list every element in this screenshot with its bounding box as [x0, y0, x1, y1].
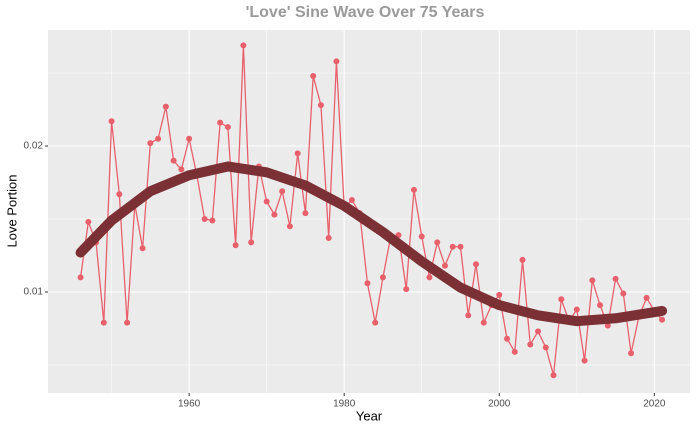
point	[178, 166, 185, 173]
point	[286, 223, 293, 230]
x-tick-label: 1960	[178, 399, 201, 410]
point	[511, 348, 518, 355]
point	[325, 234, 332, 241]
point	[77, 274, 84, 281]
y-tick-label: 0.01	[24, 287, 44, 298]
point	[364, 280, 371, 287]
x-axis-title: Year	[356, 408, 383, 423]
point	[100, 319, 107, 326]
point	[116, 191, 123, 198]
point	[473, 261, 479, 268]
point	[480, 319, 487, 326]
point	[294, 150, 301, 157]
point	[573, 306, 580, 313]
point	[248, 239, 255, 246]
point	[139, 245, 146, 252]
point	[85, 218, 92, 225]
point	[589, 277, 596, 284]
point	[410, 186, 417, 193]
smooth-line	[75, 161, 668, 327]
point	[170, 157, 177, 164]
point	[441, 262, 448, 269]
point	[418, 233, 425, 240]
point	[581, 357, 588, 364]
point	[108, 118, 115, 125]
point	[201, 216, 208, 223]
point	[217, 119, 224, 126]
point	[535, 328, 542, 335]
point	[317, 102, 324, 109]
point	[643, 294, 650, 301]
point	[209, 217, 216, 224]
point	[232, 242, 239, 249]
point	[379, 274, 386, 281]
point	[162, 103, 169, 110]
point	[457, 243, 464, 250]
point	[628, 350, 635, 357]
point	[659, 316, 666, 323]
point	[434, 239, 441, 246]
point	[465, 312, 472, 319]
point	[597, 302, 604, 309]
point	[403, 286, 410, 293]
x-tick-label: 2000	[488, 399, 511, 410]
point	[271, 211, 278, 218]
point	[542, 344, 549, 351]
panel	[48, 30, 690, 393]
data-line	[79, 44, 663, 376]
y-tick-label: 0.02	[24, 141, 44, 152]
point	[504, 335, 511, 342]
point	[496, 291, 503, 298]
point	[519, 256, 526, 263]
y-axis-title: Love Portion	[4, 175, 19, 248]
point	[186, 135, 193, 142]
point	[279, 188, 286, 195]
x-tick-label: 1980	[333, 399, 356, 410]
point	[124, 319, 131, 326]
point	[155, 135, 162, 142]
point	[348, 197, 355, 204]
point	[558, 296, 565, 303]
point	[310, 72, 317, 79]
point	[333, 58, 340, 65]
x-tick-label: 2020	[643, 399, 666, 410]
point	[263, 198, 270, 205]
point	[372, 319, 379, 326]
point	[449, 243, 456, 250]
point	[612, 275, 619, 282]
chart-title: 'Love' Sine Wave Over 75 Years	[246, 4, 485, 21]
point	[527, 341, 534, 348]
point	[604, 322, 611, 329]
point	[620, 290, 627, 297]
point	[426, 274, 433, 281]
point	[302, 210, 309, 217]
point	[224, 124, 231, 131]
point	[147, 140, 154, 147]
point	[550, 372, 557, 379]
point	[240, 42, 247, 49]
